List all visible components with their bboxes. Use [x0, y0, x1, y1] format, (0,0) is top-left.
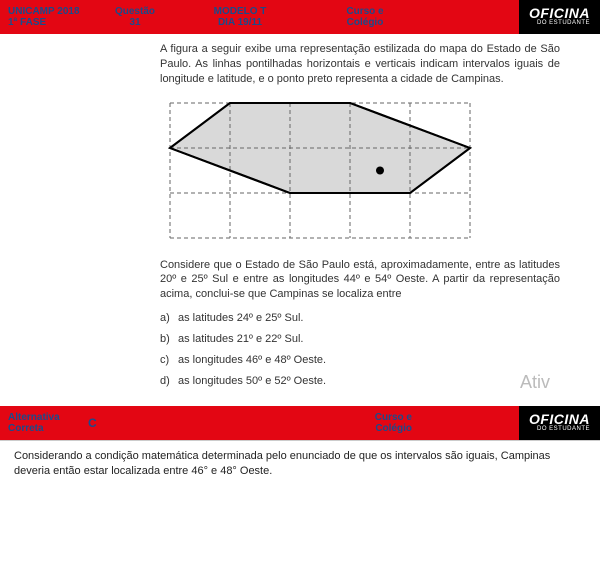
alt-value: C — [80, 412, 140, 434]
question-text: Considere que o Estado de São Paulo está… — [160, 258, 560, 303]
option-text: as latitudes 24º e 25º Sul. — [178, 312, 303, 324]
map-svg — [160, 95, 480, 245]
course-cell: Curso e Colégio — [310, 2, 420, 32]
exam-line1: UNICAMP 2018 — [8, 6, 92, 17]
question-cell: Questão 31 — [100, 2, 170, 32]
question-label: Questão — [108, 6, 162, 17]
option: c)as longitudes 46º e 48º Oeste. — [160, 354, 560, 366]
course2-line2: Colégio — [148, 423, 412, 434]
prompt-text: A figura a seguir exibe uma representaçã… — [160, 42, 560, 87]
course-line1: Curso e — [318, 6, 412, 17]
model-cell: MODELO T DIA 19/11 — [170, 2, 310, 32]
exam-cell: UNICAMP 2018 1ª FASE — [0, 2, 100, 32]
logo2-main: OFICINA — [529, 412, 590, 426]
watermark: Ativ — [520, 372, 550, 393]
model-line1: MODELO T — [178, 6, 302, 17]
explanation: Considerando a condição matemática deter… — [0, 440, 600, 487]
content: A figura a seguir exibe uma representaçã… — [0, 34, 600, 406]
option: d)as longitudes 50º e 52º Oeste. — [160, 375, 560, 387]
alt-label1: Alternativa — [8, 412, 72, 423]
course-line2: Colégio — [318, 17, 412, 28]
option-label: d) — [160, 375, 178, 387]
logo-sub: DO ESTUDANTE — [537, 20, 590, 27]
options-list: a)as latitudes 24º e 25º Sul.b)as latitu… — [160, 312, 560, 387]
option-label: a) — [160, 312, 178, 324]
option-text: as latitudes 21º e 22º Sul. — [178, 333, 303, 345]
exam-line2: 1ª FASE — [8, 17, 92, 28]
option-text: as longitudes 46º e 48º Oeste. — [178, 354, 326, 366]
course-cell-2: Curso e Colégio — [140, 408, 420, 438]
logo2-sub: DO ESTUDANTE — [537, 426, 590, 433]
logo-main: OFICINA — [529, 6, 590, 20]
answer-bar: Alternativa Correta C Curso e Colégio OF… — [0, 406, 600, 440]
model-line2: DIA 19/11 — [178, 17, 302, 28]
question-number: 31 — [108, 17, 162, 28]
option-label: c) — [160, 354, 178, 366]
option: a)as latitudes 24º e 25º Sul. — [160, 312, 560, 324]
option: b)as latitudes 21º e 22º Sul. — [160, 333, 560, 345]
option-text: as longitudes 50º e 52º Oeste. — [178, 375, 326, 387]
map-figure — [160, 95, 560, 248]
logo-2: OFICINA DO ESTUDANTE — [519, 406, 600, 440]
course2-line1: Curso e — [148, 412, 412, 423]
alt-label-cell: Alternativa Correta — [0, 408, 80, 438]
header-bar: UNICAMP 2018 1ª FASE Questão 31 MODELO T… — [0, 0, 600, 34]
logo: OFICINA DO ESTUDANTE — [519, 0, 600, 34]
option-label: b) — [160, 333, 178, 345]
alt-label2: Correta — [8, 423, 72, 434]
